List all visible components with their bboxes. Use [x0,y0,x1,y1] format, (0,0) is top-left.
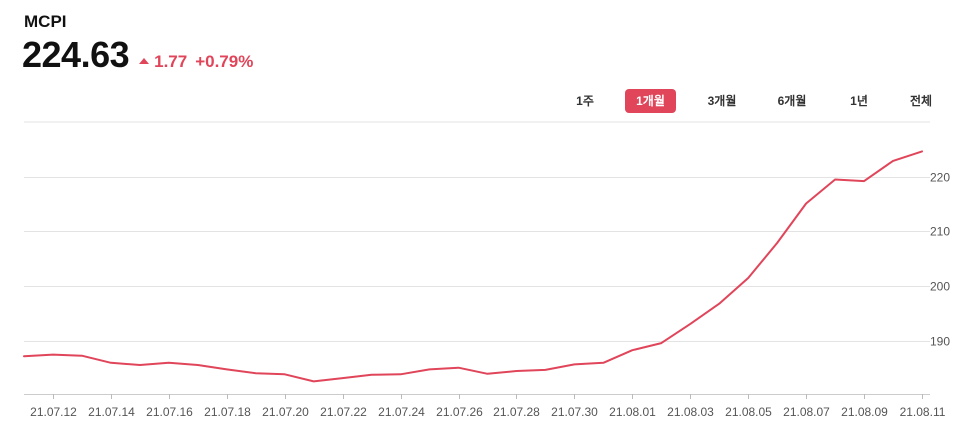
up-arrow-icon [139,58,150,64]
price-series-line [23,150,923,383]
y-tick-label: 220 [930,171,950,185]
x-tick-label: 21.07.14 [88,405,135,419]
x-tick-label: 21.08.01 [609,405,656,419]
axes [24,394,930,399]
y-tick-label: 190 [930,335,950,349]
x-tick-label: 21.08.03 [667,405,714,419]
y-tick-label: 200 [930,280,950,294]
x-tick-label: 21.07.24 [378,405,425,419]
tab-3-months[interactable]: 3개월 [707,94,737,108]
x-tick-label: 21.08.09 [841,405,888,419]
x-tick-label: 21.08.11 [900,405,946,419]
tab-6-months[interactable]: 6개월 [777,94,807,108]
period-tabs: 1주 1개월 3개월 6개월 1년 전체 [563,89,953,113]
change-value: 1.77 [154,52,188,71]
x-tick-label: 21.07.16 [146,405,193,419]
x-tick-label: 21.07.28 [493,405,540,419]
tab-1-month[interactable]: 1개월 [625,89,676,113]
index-name: MCPI [24,12,67,31]
x-tick-label: 21.07.20 [262,405,309,419]
tab-1-week[interactable]: 1주 [576,94,594,108]
x-tick-label: 21.07.30 [551,405,598,419]
grid-lines [24,121,930,342]
current-price: 224.63 [22,34,130,75]
x-tick-label: 21.07.26 [436,405,483,419]
tab-1-year[interactable]: 1년 [850,94,868,108]
price-row: 224.63 1.77 +0.79% [22,34,253,76]
tick-labels: 190 200 210 220 21.07.12 21.07.14 21.07.16 21.0… [30,171,950,420]
series-layer [23,150,923,383]
x-tick-label: 21.07.22 [320,405,367,419]
x-tick-label: 21.07.12 [30,405,77,419]
x-tick-label: 21.08.07 [783,405,830,419]
y-tick-label: 210 [930,225,950,239]
x-tick-label: 21.08.05 [725,405,772,419]
change-percent: +0.79% [195,52,254,71]
tab-all[interactable]: 전체 [909,94,933,108]
price-change: 1.77 +0.79% [139,52,253,72]
x-tick-label: 21.07.18 [204,405,251,419]
